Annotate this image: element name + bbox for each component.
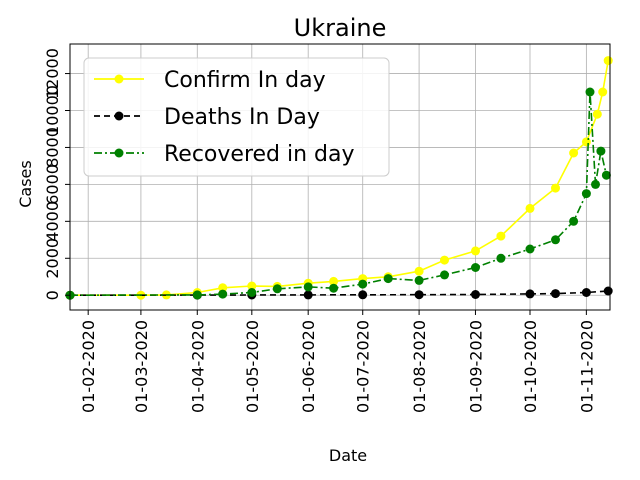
- y-tick-label: 10000: [43, 85, 62, 136]
- plot-frame: [69, 43, 611, 311]
- series-point: [358, 290, 368, 300]
- y-tick-label: 6000: [43, 164, 62, 205]
- legend: Confirm In day Deaths In Day Recovered in …: [83, 57, 390, 177]
- y-tick-label: 2000: [43, 238, 62, 279]
- legend-marker: [114, 148, 124, 158]
- legend-label: Confirm In day: [164, 68, 326, 93]
- x-tick-label: 01-06-2020: [299, 320, 318, 413]
- series-point: [551, 183, 560, 193]
- series-point: [303, 290, 313, 300]
- series-point: [598, 87, 608, 97]
- series-point: [272, 284, 282, 294]
- series-point: [601, 170, 611, 180]
- series-point: [471, 246, 480, 256]
- series-point: [525, 203, 535, 213]
- x-axis: 01-02-2020 01-03-2020 01-04-2020 01-05-2020…: [79, 310, 596, 413]
- series-line: [69, 290, 609, 297]
- series-point: [192, 290, 202, 300]
- series-point: [581, 137, 591, 147]
- series-point: [585, 87, 595, 97]
- series-point: [525, 289, 535, 299]
- series-point: [383, 274, 393, 284]
- y-tick-label: 4000: [43, 201, 62, 242]
- series-point: [440, 270, 449, 280]
- series-point: [551, 289, 560, 299]
- series-point: [218, 283, 228, 293]
- series-point: [596, 146, 606, 156]
- series-point: [329, 276, 339, 286]
- x-tick-label: 01-03-2020: [132, 320, 151, 413]
- series-point: [603, 56, 613, 66]
- series-point: [569, 148, 579, 158]
- series-point: [581, 189, 591, 199]
- legend-marker: [114, 74, 124, 84]
- series-point: [414, 290, 424, 300]
- series-point: [496, 253, 506, 263]
- y-tick-label: 8000: [43, 127, 62, 168]
- chart-title: Ukraine: [294, 14, 387, 42]
- legend-box: [83, 57, 390, 177]
- series-line: [70, 60, 609, 297]
- series-point: [569, 216, 579, 226]
- series-point: [471, 290, 480, 299]
- series-point: [303, 282, 313, 292]
- y-axis-title: Cases: [16, 160, 35, 208]
- series-point: [496, 231, 506, 241]
- series-point: [603, 286, 613, 296]
- x-tick-label: 01-02-2020: [79, 320, 98, 413]
- series-point: [592, 109, 602, 119]
- x-tick-label: 01-07-2020: [354, 320, 373, 413]
- series-point: [414, 275, 424, 285]
- series-point: [471, 263, 480, 272]
- x-tick-label: 01-11-2020: [577, 320, 596, 413]
- series-point: [581, 288, 591, 297]
- series-point: [591, 179, 600, 189]
- series-point: [329, 283, 339, 293]
- y-tick-label: 12000: [43, 48, 62, 99]
- series-point: [247, 281, 257, 291]
- series-point: [247, 288, 257, 297]
- legend-label: Recovered in day: [164, 142, 355, 167]
- series-point: [414, 266, 424, 276]
- x-tick-label: 01-09-2020: [466, 320, 485, 413]
- x-tick-label: 01-05-2020: [243, 320, 262, 413]
- series-point: [440, 255, 449, 265]
- series-point: [218, 289, 228, 299]
- x-tick-label: 01-04-2020: [188, 320, 207, 413]
- x-tick-label: 01-08-2020: [410, 320, 429, 413]
- legend-label: Deaths In Day: [164, 105, 320, 130]
- x-axis-title: Date: [329, 446, 367, 465]
- series-point: [358, 279, 368, 289]
- series-point: [525, 244, 535, 254]
- y-tick-label: 0: [43, 290, 62, 300]
- x-tick-label: 01-10-2020: [521, 320, 540, 413]
- series-layer: [65, 56, 613, 300]
- legend-marker: [114, 111, 124, 121]
- series-point: [551, 235, 560, 245]
